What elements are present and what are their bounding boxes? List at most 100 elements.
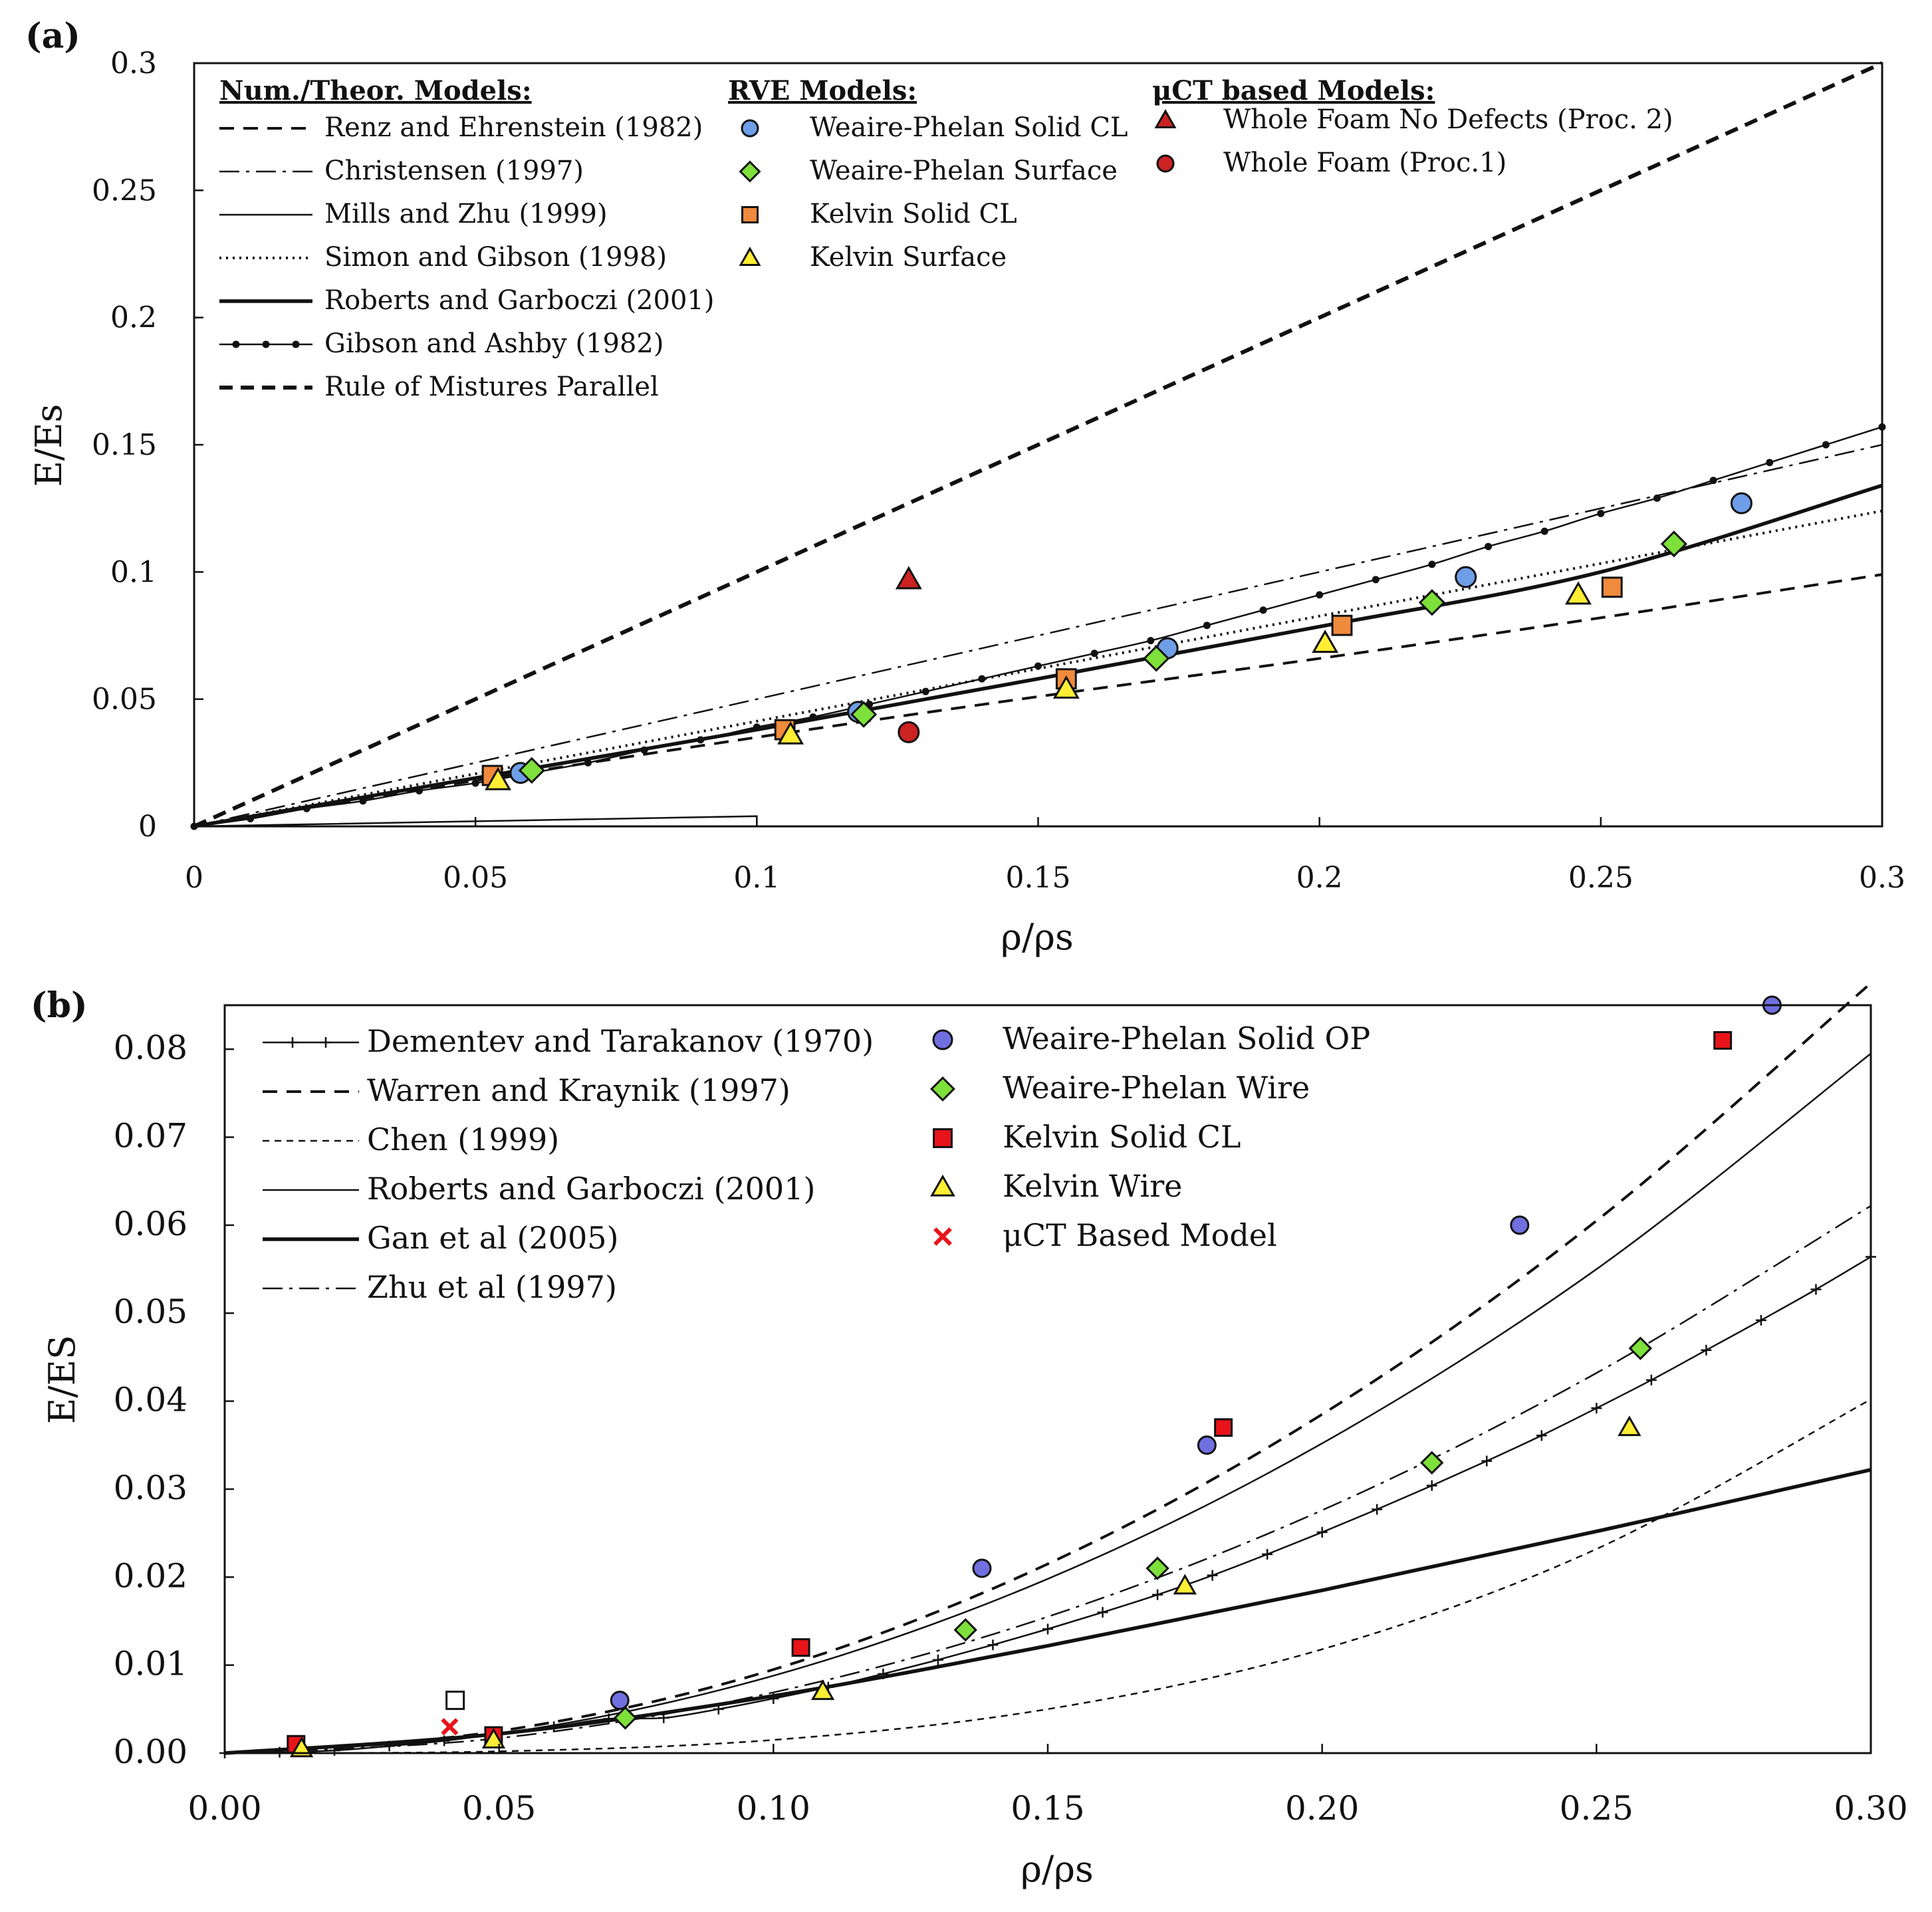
b-point-dementev-and-tarakanov-1970 [1481,1455,1493,1467]
b-series-chen-1999 [224,1398,1872,1754]
b-series-roberts-and-garboczi-2001 [224,1052,1872,1754]
b-point-weaire-phelan-wire [953,1617,977,1642]
a-point-kelvin-solid-cl [1331,614,1353,636]
a-legend-swatch-marker [292,340,300,348]
a-point-kelvin-surface [777,721,804,745]
a-point-gibson-and-ashby-1982 [1822,441,1830,449]
a-y-tick-label: 0.25 [92,174,157,207]
b-x-tick-label: 0.25 [1560,1789,1633,1828]
a-point-gibson-and-ashby-1982 [1090,650,1098,657]
b-x-tick-label: 0.15 [1011,1789,1084,1828]
b-point-dementev-and-tarakanov-1970 [1701,1344,1712,1356]
a-point-kelvin-surface [1312,630,1339,654]
b-x-tick-label: 0.10 [737,1789,810,1828]
panel-b-y-ticks: 0.00 0.01 0.02 0.03 0.04 0.05 0.06 0.07 0.08 [114,1028,234,1771]
panel-a-x-axis-label: ρ/ρs [1001,916,1073,958]
a-point-whole-foam-no-defects-proc-2 [895,566,922,590]
b-point-kelvin-wire [289,1736,314,1758]
panel-b-legend-lines: Dementev and Tarakanov (1970) Warren and … [263,1023,874,1305]
b-legend-label-kelvin-solid-cl: Kelvin Solid CL [1003,1119,1241,1155]
b-point-weaire-phelan-wire [1628,1336,1653,1360]
a-series-gibson-and-ashby-1982 [193,426,1883,828]
a-point-gibson-and-ashby-1982 [1147,637,1155,645]
a-point-gibson-and-ashby-1982 [1540,527,1548,535]
b-point-kelvin-wire [481,1728,506,1748]
a-point-weaire-phelan-solid-cl [1455,566,1477,588]
a-point-weaire-phelan-surface [518,757,545,784]
a-x-tick-label: 0.15 [1006,861,1071,895]
b-point-dementev-and-tarakanov-1970 [1207,1570,1218,1581]
b-legend-label-zhu-et-al-1997: Zhu et al (1997) [367,1269,617,1305]
a-legend-marker-whole-foam-proc-1 [1156,154,1175,173]
a-point-gibson-and-ashby-1982 [1034,662,1042,670]
b-legend-label-roberts-and-garboczi-2001: Roberts and Garboczi (2001) [367,1171,815,1207]
a-x-tick-label: 0.2 [1296,861,1343,895]
b-point-kelvin-solid-cl [791,1638,810,1657]
b-y-tick-label: 0.05 [114,1292,187,1331]
a-x-tick-label: 0.3 [1859,861,1905,895]
b-legend-label-ct-based-model: μCT Based Model [1003,1217,1277,1253]
b-point-kelvin-solid-cl [1713,1030,1733,1050]
a-series-roberts-and-garboczi-2001 [193,483,1883,828]
b-series-gan-et-al-2005 [224,1468,1872,1755]
b-point-dementev-and-tarakanov-1970 [1810,1284,1822,1295]
b-x-tick-label: 0.05 [462,1789,536,1828]
a-x-tick-label: 0.05 [443,861,508,895]
panel-b-legend: Dementev and Tarakanov (1970) Warren and … [263,1020,1370,1305]
a-legend-label-kelvin-surface: Kelvin Surface [810,242,1007,273]
b-point-weaire-phelan-solid-op [1510,1215,1530,1235]
b-point-dementev-and-tarakanov-1970 [1097,1607,1108,1618]
a-point-gibson-and-ashby-1982 [1428,560,1436,568]
b-point-dementev-and-tarakanov-1970 [987,1639,999,1651]
panel-b-y-axis-label: E/ES [41,1335,83,1424]
b-point-weaire-phelan-wire [613,1706,638,1730]
b-point-kelvin-wire [1618,1415,1641,1437]
b-point-dementev-and-tarakanov-1970 [1152,1589,1163,1600]
b-legend-label-chen-1999: Chen (1999) [367,1122,559,1157]
a-legend-marker-kelvin-solid-cl [741,205,759,224]
a-point-gibson-and-ashby-1982 [753,723,761,731]
a-point-whole-foam-proc-1 [898,721,920,743]
b-point-opensquare [445,1691,465,1711]
a-point-kelvin-surface [1052,675,1080,699]
b-legend-marker-ct-based-model [933,1227,952,1246]
panel-b-frame [223,1004,1872,1754]
a-x-tick-label: 0 [185,861,203,895]
a-point-weaire-phelan-surface [850,701,878,728]
a-legend-label-christensen-1997: Christensen (1997) [324,156,584,186]
a-point-gibson-and-ashby-1982 [1766,459,1774,467]
b-series-dementev-and-tarakanov-1970 [224,1256,1872,1754]
b-point-dementev-and-tarakanov-1970 [1426,1480,1437,1491]
b-point-dementev-and-tarakanov-1970 [1755,1314,1766,1326]
a-point-kelvin-surface [485,767,512,790]
a-point-gibson-and-ashby-1982 [471,779,479,787]
b-point-kelvin-wire [810,1679,835,1701]
a-y-tick-label: 0.05 [92,683,157,717]
a-point-gibson-and-ashby-1982 [809,713,817,721]
b-legend-marker-weaire-phelan-wire [930,1076,955,1102]
panel-a-legend-lines: Renz and Ehrenstein (1982) Christensen (1… [219,112,714,402]
panel-a-legend: Num./Theor. Models: RVE Models: μCT base… [219,75,1673,402]
b-y-tick-label: 0.06 [114,1205,187,1243]
b-point-weaire-phelan-solid-op [610,1691,630,1711]
a-legend-label-whole-foam-no-defects-proc-2: Whole Foam No Defects (Proc. 2) [1223,104,1673,135]
a-legend-marker-weaire-phelan-surface [739,160,761,183]
panel-b-x-axis-label: ρ/ρs [1021,1848,1093,1890]
panel-b-plot-area [219,982,1876,1758]
a-point-weaire-phelan-surface [1660,531,1687,558]
a-y-tick-label: 0.2 [110,301,157,335]
a-legend-swatch-marker [232,340,240,348]
b-legend-label-weaire-phelan-solid-op: Weaire-Phelan Solid OP [1003,1020,1370,1056]
a-legend-label-whole-foam-proc-1: Whole Foam (Proc.1) [1223,148,1507,178]
b-legend-marker-kelvin-solid-cl [933,1128,953,1148]
a-point-gibson-and-ashby-1982 [1372,576,1380,584]
b-point-ct-based-model [441,1718,459,1736]
b-point-dementev-and-tarakanov-1970 [932,1654,943,1665]
b-legend-label-kelvin-wire: Kelvin Wire [1003,1168,1182,1204]
b-point-weaire-phelan-wire [1420,1451,1444,1475]
a-legend-label-kelvin-solid-cl: Kelvin Solid CL [810,199,1017,229]
panel-b-x-ticks: 0.00 0.05 0.10 0.15 0.20 0.25 0.30 [187,1744,1908,1828]
a-point-gibson-and-ashby-1982 [1485,542,1493,550]
a-point-gibson-and-ashby-1982 [302,804,310,812]
